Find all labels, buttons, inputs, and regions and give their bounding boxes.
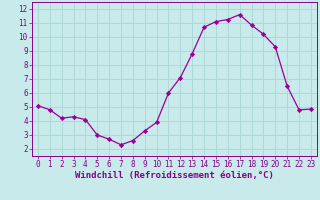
X-axis label: Windchill (Refroidissement éolien,°C): Windchill (Refroidissement éolien,°C) <box>75 171 274 180</box>
